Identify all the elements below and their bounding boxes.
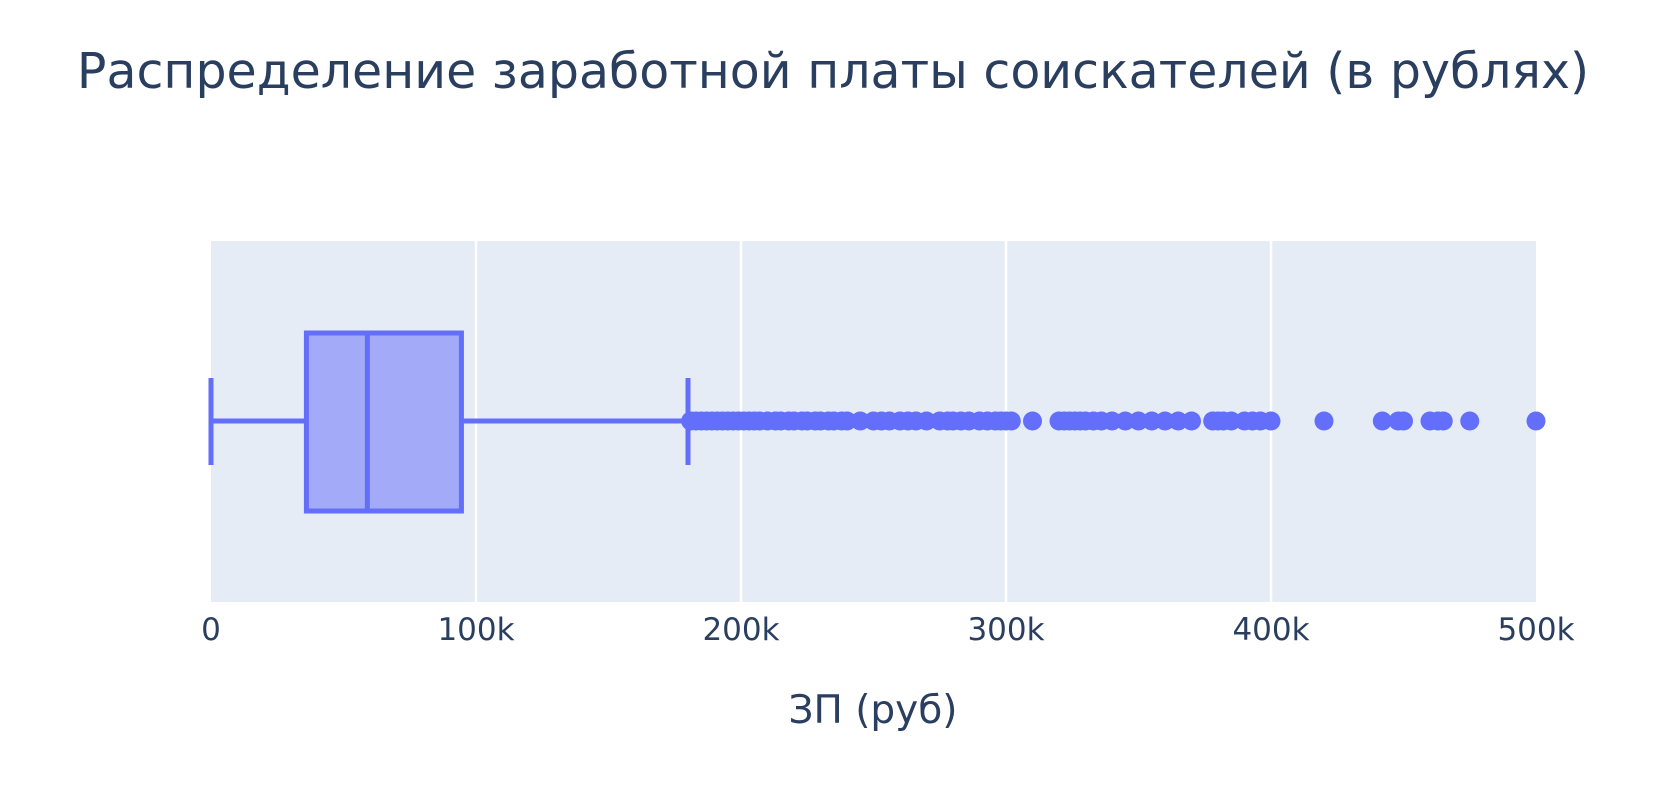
outlier-point [1001,411,1021,431]
outlier-point [1115,411,1135,431]
outlier-point [1526,411,1546,431]
outlier-point [1182,411,1201,431]
outlier-point [1314,411,1334,431]
chart-title: Распределение заработной платы соискател… [77,43,1589,100]
outlier-point [1102,411,1122,431]
outlier-point [1372,411,1392,431]
x-axis-ticks: 0 100k 200k 300k 400k 500k [201,612,1574,648]
outlier-point [1221,411,1241,431]
outlier-point [1261,411,1281,431]
outlier-point [1168,411,1188,431]
x-tick-label: 500k [1497,612,1574,648]
outlier-point [917,411,936,431]
x-tick-label: 0 [201,612,221,648]
x-tick-label: 100k [437,612,514,648]
outlier-point [837,411,857,431]
outlier-point [1142,411,1162,431]
outlier-points [681,411,1546,431]
outlier-point [1155,411,1175,431]
x-tick-label: 200k [702,612,779,648]
outlier-point [1394,411,1413,431]
outlier-point [1023,411,1042,431]
outlier-point [1129,411,1148,431]
x-tick-label: 400k [1232,612,1309,648]
outlier-point [1433,411,1453,431]
interquartile-box [303,330,464,514]
outlier-point [1460,411,1480,431]
box-plot [208,330,691,514]
x-tick-label: 300k [967,612,1044,648]
outlier-point [850,411,870,431]
x-axis-title: ЗП (руб) [788,688,957,733]
